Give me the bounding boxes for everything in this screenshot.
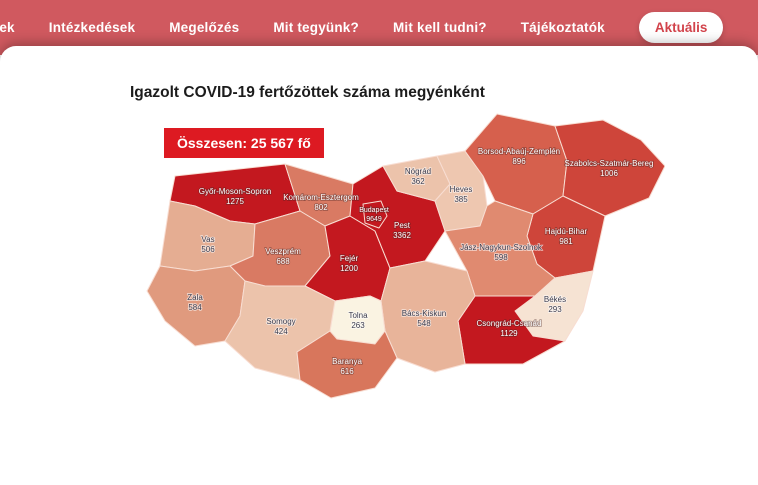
county-label: Baranya: [332, 357, 362, 366]
county-label: Szabolcs-Szatmár-Bereg: [565, 159, 654, 168]
county-value: 263: [351, 321, 365, 330]
hungary-county-map: Győr-Moson-Sopron 1275 Komárom-Esztergom…: [135, 106, 666, 406]
county-label: Bács-Kiskun: [402, 309, 446, 318]
county-value: 1275: [226, 197, 244, 206]
county-region-tolna: [329, 295, 386, 345]
county-label: Somogy: [266, 317, 295, 326]
top-navigation-bar: Hírek Intézkedések Megelőzés Mit tegyünk…: [0, 0, 758, 55]
county-value: 896: [512, 157, 526, 166]
total-cases-badge: Összesen: 25 567 fő: [164, 128, 324, 158]
nav-item-megelozes[interactable]: Megelőzés: [169, 19, 240, 35]
county-value: 362: [411, 177, 425, 186]
county-value: 688: [276, 257, 290, 266]
county-region-szabolcs-szatmar-bereg: [554, 119, 666, 217]
county-value: 9649: [366, 216, 382, 223]
nav-item-aktualis-active[interactable]: Aktuális: [638, 11, 724, 43]
county-label: Komárom-Esztergom: [283, 193, 359, 202]
county-label: Budapest: [359, 207, 389, 214]
county-value: 598: [494, 253, 508, 262]
county-value: 385: [454, 195, 468, 204]
county-region-baranya: [296, 330, 398, 399]
county-label: Nógrád: [405, 167, 431, 176]
county-value: 548: [417, 319, 431, 328]
county-value: 1200: [340, 264, 358, 273]
nav-menu: Hírek Intézkedések Megelőzés Mit tegyünk…: [0, 0, 758, 47]
county-label: Jász-Nagykun-Szolnok: [460, 243, 543, 252]
county-label: Győr-Moson-Sopron: [199, 187, 271, 196]
page-title: Igazolt COVID-19 fertőzöttek száma megyé…: [130, 84, 485, 101]
county-label: Borsod-Abaúj-Zemplén: [478, 147, 560, 156]
nav-item-tajekoztatok[interactable]: Tájékoztatók: [520, 19, 605, 35]
county-label: Vas: [201, 235, 214, 244]
county-label: Zala: [187, 293, 203, 302]
county-label: Csongrád-Csanád: [477, 319, 542, 328]
county-value: 802: [314, 203, 328, 212]
county-value: 506: [201, 245, 215, 254]
county-value: 424: [274, 327, 288, 336]
nav-item-mit-tegyunk[interactable]: Mit tegyünk?: [273, 19, 359, 35]
nav-item-mit-kell-tudni[interactable]: Mit kell tudni?: [392, 19, 487, 35]
nav-item-hirek[interactable]: Hírek: [0, 19, 15, 35]
nav-item-intezkedesek[interactable]: Intézkedések: [48, 19, 136, 35]
county-label: Veszprém: [265, 247, 301, 256]
county-label: Pest: [394, 221, 411, 230]
county-value: 1006: [600, 169, 618, 178]
county-label: Tolna: [348, 311, 368, 320]
county-label: Békés: [544, 295, 566, 304]
county-label: Heves: [450, 185, 473, 194]
county-value: 616: [340, 367, 354, 376]
county-label: Hajdú-Bihar: [545, 227, 588, 236]
county-value: 3362: [393, 231, 411, 240]
county-value: 981: [559, 237, 573, 246]
county-label: Fejér: [340, 254, 359, 263]
county-region-budapest: [362, 200, 388, 229]
county-value: 584: [188, 303, 202, 312]
county-value: 1129: [500, 329, 518, 338]
county-value: 293: [548, 305, 562, 314]
